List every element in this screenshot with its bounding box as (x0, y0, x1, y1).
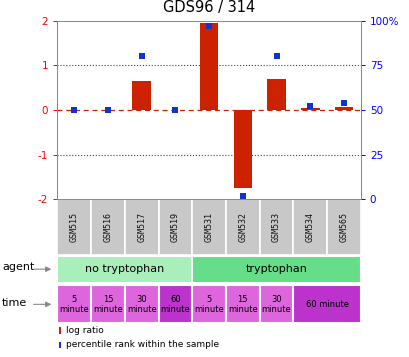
Bar (293, 286, 360, 323)
Text: GSM532: GSM532 (238, 212, 247, 242)
Bar (57, 286, 91, 323)
Text: GSM517: GSM517 (137, 212, 146, 242)
Text: 60
minute: 60 minute (160, 295, 190, 314)
Bar (192, 286, 225, 323)
Text: 5
minute: 5 minute (194, 295, 223, 314)
Bar (132, 81, 151, 110)
Text: 15
minute: 15 minute (93, 295, 123, 314)
Text: GSM516: GSM516 (103, 212, 112, 242)
Text: time: time (2, 297, 27, 308)
Bar (259, 199, 293, 255)
Bar (158, 199, 192, 255)
Bar (57, 256, 192, 283)
Bar (192, 256, 360, 283)
Text: percentile rank within the sample: percentile rank within the sample (66, 340, 219, 350)
Text: GSM531: GSM531 (204, 212, 213, 242)
Text: GDS96 / 314: GDS96 / 314 (162, 0, 254, 15)
Text: GSM519: GSM519 (171, 212, 180, 242)
Text: GSM533: GSM533 (271, 212, 280, 242)
Bar (225, 286, 259, 323)
Bar (267, 79, 285, 110)
Text: no tryptophan: no tryptophan (85, 264, 164, 274)
Bar (199, 23, 218, 110)
Bar (233, 110, 252, 188)
Bar (293, 199, 326, 255)
Bar (124, 286, 158, 323)
Text: GSM515: GSM515 (70, 212, 79, 242)
Text: log ratio: log ratio (66, 326, 103, 335)
Text: GSM565: GSM565 (339, 212, 348, 242)
Bar (334, 107, 353, 110)
Text: agent: agent (2, 262, 34, 272)
Bar (158, 286, 192, 323)
Text: 5
minute: 5 minute (59, 295, 89, 314)
Bar (300, 108, 319, 110)
Text: 30
minute: 30 minute (261, 295, 291, 314)
Text: 60 minute: 60 minute (305, 300, 348, 309)
Bar (225, 199, 259, 255)
Text: 30
minute: 30 minute (126, 295, 156, 314)
Bar (57, 199, 91, 255)
Text: 15
minute: 15 minute (227, 295, 257, 314)
Bar (91, 199, 124, 255)
Bar (259, 286, 293, 323)
Text: tryptophan: tryptophan (245, 264, 307, 274)
Bar (124, 199, 158, 255)
Bar (192, 199, 225, 255)
Bar (91, 286, 124, 323)
Text: GSM534: GSM534 (305, 212, 314, 242)
Bar (326, 199, 360, 255)
